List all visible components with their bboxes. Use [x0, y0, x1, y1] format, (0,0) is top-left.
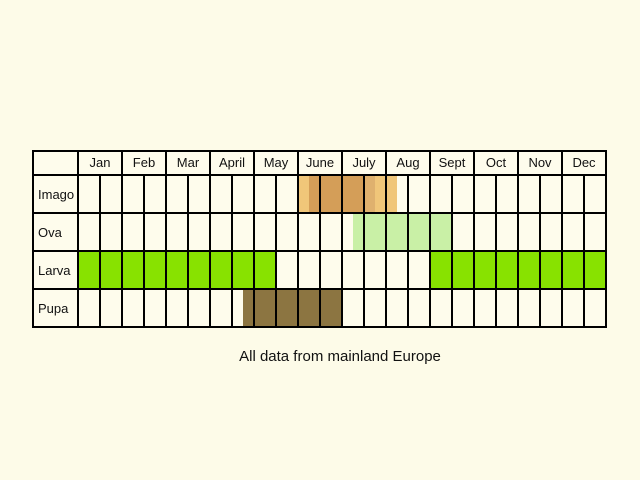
month-label: Oct	[486, 155, 507, 170]
month-label: April	[219, 155, 245, 170]
month-label: Dec	[572, 155, 596, 170]
month-label: May	[264, 155, 289, 170]
stage-label: Ova	[38, 225, 63, 240]
month-label: June	[306, 155, 334, 170]
month-label: July	[352, 155, 376, 170]
month-label: Feb	[133, 155, 155, 170]
caption: All data from mainland Europe	[239, 348, 441, 365]
band-imago	[364, 175, 375, 213]
band-pupa	[243, 289, 342, 327]
band-imago	[298, 175, 309, 213]
band-imago	[309, 175, 364, 213]
month-label: Jan	[90, 155, 111, 170]
stage-label: Larva	[38, 263, 71, 278]
table-border	[32, 150, 607, 328]
stage-label: Imago	[38, 187, 74, 202]
band-ova	[353, 213, 452, 251]
stage-label: Pupa	[38, 301, 69, 316]
band-larva	[78, 251, 276, 289]
month-label: Aug	[396, 155, 419, 170]
month-label: Mar	[177, 155, 200, 170]
month-label: Sept	[439, 155, 466, 170]
month-label: Nov	[528, 155, 552, 170]
